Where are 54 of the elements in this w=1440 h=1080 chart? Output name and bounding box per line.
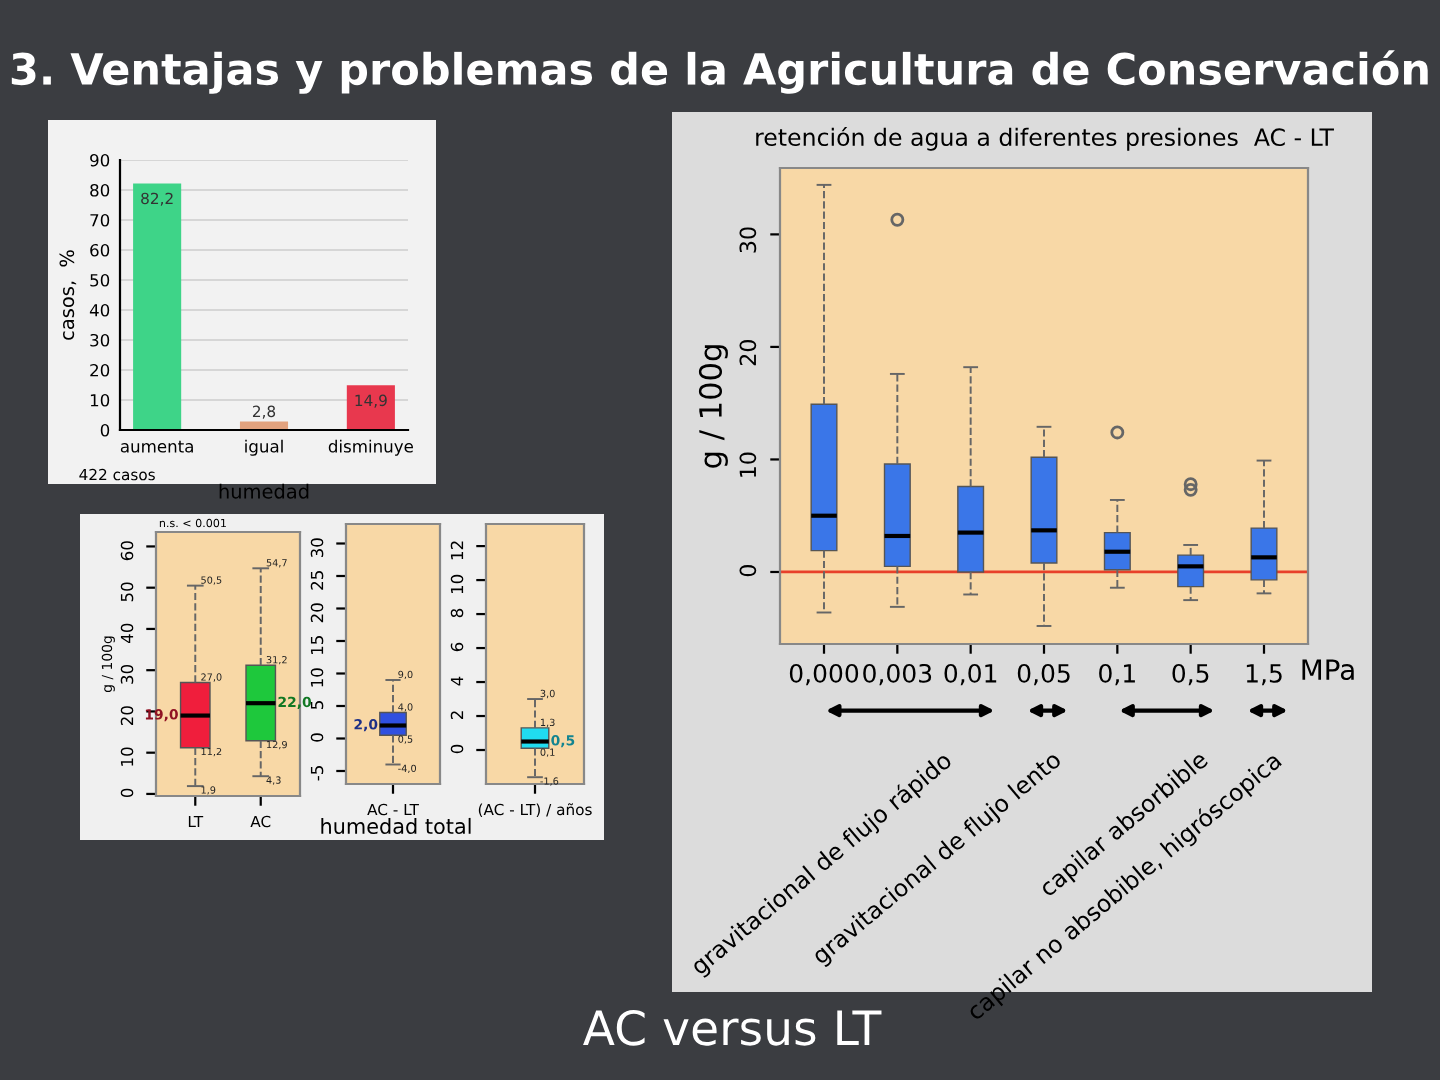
x-tick-label: 1,5	[1246, 664, 1282, 686]
y-tick-label: 50	[120, 582, 134, 602]
y-tick-label: 4	[450, 676, 464, 686]
y-tick-label: 20	[120, 706, 134, 726]
y-tick-label: 40	[120, 623, 134, 643]
y-tick-label: 0	[120, 788, 134, 798]
text: 3. Ventajas y problemas de la Agricultura de Conservación	[11, 50, 1428, 94]
y-tick-label: 40	[89, 303, 110, 317]
x-tick-label: 0,5	[1172, 663, 1209, 686]
y-tick-label: 30	[120, 664, 134, 684]
y-tick-label: 80	[90, 183, 110, 197]
y-tick-label: 30	[739, 227, 757, 253]
y-tick-label: 20	[739, 339, 757, 366]
y-tick-label: 60	[90, 243, 110, 257]
x-tick-label: disminuye	[328, 439, 413, 456]
text: AC versus LT	[583, 1009, 882, 1046]
x-tick-label: 0,1	[1099, 663, 1135, 686]
y-tick-label: 10	[120, 747, 134, 766]
y-tick-label: 10	[450, 574, 464, 594]
y-tick-label: 12	[450, 541, 464, 560]
y-tick-label: 0	[739, 565, 757, 577]
y-axis-title: casos, %	[59, 250, 77, 340]
y-tick-label: 25	[310, 571, 324, 590]
y-tick-label: 10	[739, 452, 757, 477]
y-tick-label: 20	[90, 363, 110, 377]
y-tick-label: 6	[450, 642, 464, 652]
y-tick-label: 30	[90, 333, 110, 347]
x-axis-title: humedad	[219, 483, 309, 499]
y-tick-label: 20	[310, 603, 324, 623]
y-tick-label: 0	[100, 423, 110, 437]
x-axis-title: humedad total	[321, 817, 471, 835]
x-tick-label: 0,01	[944, 663, 997, 686]
y-tick-label: 2	[450, 711, 464, 720]
y-tick-label: 30	[310, 538, 324, 558]
y-tick-label: -5	[310, 766, 324, 781]
y-tick-label: 8	[450, 608, 464, 618]
y-tick-label: 5	[310, 701, 324, 709]
y-tick-label: 10	[310, 668, 324, 687]
y-tick-label: 60	[120, 541, 134, 561]
x-tick-label: 0,000	[789, 663, 859, 686]
x-tick-label: igual	[245, 439, 283, 456]
y-tick-label: 10	[90, 393, 110, 407]
y-tick-label: 0	[450, 744, 464, 754]
y-tick-label: 70	[90, 213, 110, 227]
y-tick-label: 0	[310, 733, 324, 742]
y-tick-label: 90	[90, 153, 110, 167]
y-tick-label: 15	[310, 636, 324, 655]
x-tick-label: 0,05	[1017, 663, 1070, 686]
x-tick-label: 0,003	[863, 663, 932, 686]
y-tick-label: 50	[90, 273, 110, 287]
chart-title: retención de agua a diferentes presiones AC - LT	[756, 126, 1334, 151]
x-tick-label: aumenta	[120, 440, 193, 453]
text: MPa	[1302, 659, 1354, 681]
y-axis-title: g / 100g	[698, 345, 728, 468]
